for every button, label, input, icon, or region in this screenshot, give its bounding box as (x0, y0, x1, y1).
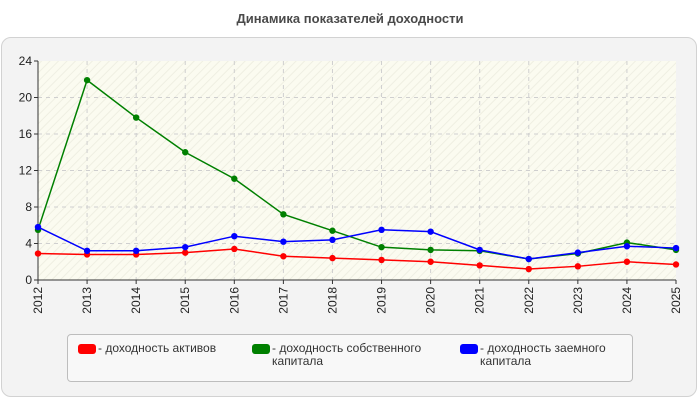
x-tick-label: 2020 (424, 287, 438, 314)
data-point-2 (34, 223, 42, 231)
data-point-0 (427, 258, 434, 265)
data-point-0 (231, 245, 238, 253)
data-point-1 (231, 175, 238, 182)
data-point-1 (280, 211, 287, 218)
data-point-2 (623, 243, 631, 250)
series-line-0 (37, 248, 677, 270)
legend-label-equity: - доходность собственного капитала (272, 341, 422, 368)
y-tick-label: 24 (19, 54, 33, 68)
data-point-1 (83, 76, 91, 84)
data-point-0 (182, 249, 189, 256)
data-point-1 (329, 227, 336, 234)
x-tick-label: 2021 (473, 287, 487, 314)
x-tick-label: 2017 (276, 287, 290, 314)
x-tick-label: 2015 (178, 287, 192, 314)
y-tick-label: 16 (19, 127, 33, 141)
data-point-1 (378, 243, 385, 251)
data-point-2 (132, 247, 140, 254)
data-point-2 (280, 238, 287, 245)
data-point-0 (280, 253, 287, 260)
x-tick-label: 2013 (80, 287, 94, 314)
data-point-2 (182, 243, 189, 251)
series-line-1 (37, 78, 677, 260)
legend-swatch-assets (78, 344, 96, 354)
data-point-2 (672, 244, 680, 252)
data-point-0 (623, 258, 631, 265)
y-tick-label: 8 (25, 200, 32, 214)
x-tick-label: 2025 (669, 287, 683, 314)
x-tick-label: 2016 (227, 287, 241, 314)
data-point-2 (231, 233, 238, 240)
legend-swatch-equity (252, 344, 270, 354)
chart-title: Динамика показателей доходности (236, 11, 464, 26)
x-tick-label: 2018 (325, 287, 339, 314)
plot-area (38, 61, 676, 280)
data-point-0 (378, 256, 385, 264)
data-point-0 (476, 262, 483, 269)
legend-label-debt: - доходность заемного капитала (480, 341, 606, 368)
data-point-2 (427, 228, 434, 235)
data-point-0 (574, 263, 582, 270)
x-tick-label: 2022 (522, 287, 536, 314)
data-point-0 (525, 265, 532, 273)
legend-label-assets: - доходность активов (98, 341, 217, 355)
legend-swatch-debt (460, 344, 478, 354)
data-point-0 (329, 254, 336, 262)
y-tick-label: 12 (19, 164, 33, 178)
y-tick-label: 0 (25, 273, 32, 287)
data-point-0 (34, 250, 42, 257)
data-point-2 (574, 249, 582, 256)
x-tick-label: 2019 (375, 287, 389, 314)
x-tick-label: 2023 (571, 287, 585, 314)
data-point-2 (476, 246, 483, 254)
data-point-2 (83, 247, 91, 254)
data-point-0 (672, 261, 680, 268)
y-tick-label: 4 (25, 237, 32, 251)
chart-legend: - доходность активов - доходность собств… (67, 334, 633, 382)
data-point-1 (427, 246, 434, 254)
data-point-1 (132, 114, 140, 121)
y-tick-label: 20 (19, 91, 33, 105)
data-point-2 (525, 255, 532, 263)
x-tick-label: 2024 (620, 287, 634, 314)
data-point-2 (378, 226, 385, 234)
data-point-1 (182, 149, 189, 156)
x-tick-label: 2014 (129, 287, 143, 314)
data-point-2 (329, 236, 336, 244)
x-tick-label: 2012 (31, 287, 45, 314)
series-line-2 (37, 226, 677, 260)
